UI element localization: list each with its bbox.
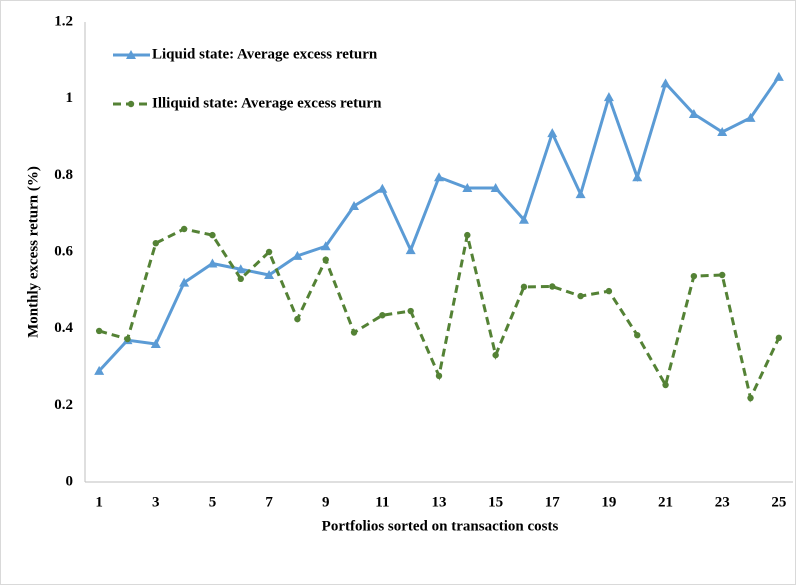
x-tick-label: 7: [265, 494, 273, 510]
marker: [773, 71, 784, 81]
y-tick-label: 0.4: [54, 320, 73, 336]
x-tick-label: 25: [771, 494, 786, 510]
marker: [662, 381, 669, 389]
x-tick-label: 5: [209, 494, 217, 510]
marker: [605, 287, 613, 295]
marker: [634, 331, 641, 339]
marker: [152, 239, 159, 247]
x-tick-label: 11: [375, 494, 389, 510]
y-axis-label: Monthly excess return (%): [25, 166, 41, 338]
marker: [575, 189, 586, 199]
marker: [632, 172, 643, 182]
marker: [94, 365, 105, 375]
x-tick-label: 3: [152, 494, 160, 510]
marker: [127, 100, 135, 108]
marker: [124, 335, 131, 343]
marker: [322, 256, 329, 263]
marker: [492, 351, 499, 359]
marker: [150, 339, 161, 348]
y-tick-label: 0: [66, 473, 74, 489]
marker: [126, 50, 136, 59]
marker: [264, 270, 275, 279]
x-tick-label: 15: [488, 494, 503, 510]
x-tick-label: 17: [545, 494, 561, 510]
y-tick-label: 1: [66, 90, 74, 106]
marker: [518, 214, 529, 224]
marker: [265, 248, 273, 256]
marker: [235, 264, 246, 274]
marker: [547, 128, 558, 138]
marker: [775, 334, 783, 342]
marker: [320, 241, 331, 251]
marker: [434, 172, 444, 182]
marker: [237, 275, 244, 283]
marker: [207, 258, 218, 268]
marker: [490, 182, 501, 192]
x-axis-label: Portfolios sorted on transaction costs: [322, 518, 559, 534]
marker: [292, 250, 303, 260]
marker: [179, 277, 190, 287]
marker: [180, 225, 188, 233]
marker: [349, 201, 360, 210]
marker: [464, 231, 471, 239]
marker: [435, 372, 443, 380]
x-tick-label: 1: [95, 494, 103, 510]
marker: [549, 283, 556, 290]
marker: [745, 112, 756, 122]
marker: [717, 127, 728, 137]
marker: [95, 327, 103, 335]
y-tick-label: 1.2: [54, 13, 73, 29]
marker: [660, 78, 671, 88]
marker: [690, 272, 698, 280]
marker: [603, 92, 614, 102]
marker: [747, 394, 754, 402]
x-tick-label: 13: [432, 494, 447, 510]
x-tick-label: 9: [322, 494, 330, 510]
legend-label: Illiquid state: Average excess return: [152, 95, 382, 111]
marker: [462, 182, 473, 192]
marker: [377, 183, 388, 193]
legend-label: Liquid state: Average excess return: [152, 46, 378, 62]
marker: [520, 283, 528, 291]
marker: [719, 271, 726, 279]
y-tick-label: 0.8: [54, 167, 73, 183]
marker: [405, 245, 416, 255]
y-tick-label: 0.6: [54, 243, 73, 259]
marker: [294, 315, 301, 323]
x-tick-label: 23: [715, 494, 730, 510]
x-tick-label: 19: [601, 494, 616, 510]
marker: [350, 329, 358, 336]
marker: [407, 307, 414, 315]
x-tick-label: 21: [658, 494, 673, 510]
marker: [379, 312, 386, 319]
marker: [209, 231, 216, 239]
y-tick-label: 0.2: [54, 397, 73, 413]
marker: [577, 292, 584, 300]
marker: [688, 109, 699, 118]
